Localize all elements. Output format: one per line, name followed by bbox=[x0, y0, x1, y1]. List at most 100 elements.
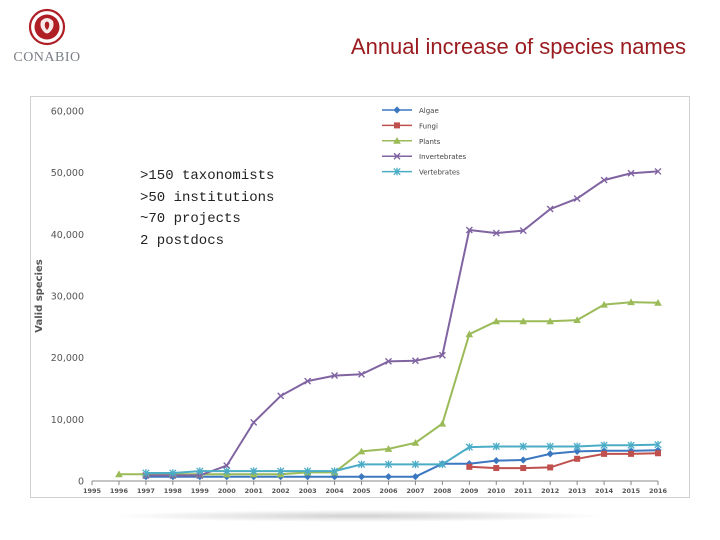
data-point-vertebrates bbox=[169, 469, 177, 477]
data-point-plants bbox=[546, 317, 554, 325]
note-line: 2 postdocs bbox=[140, 232, 225, 249]
legend-label-invertebrates: Invertebrates bbox=[419, 153, 467, 161]
legend-marker-plants bbox=[393, 137, 401, 144]
data-point-fungi bbox=[574, 455, 581, 462]
frame-shadow bbox=[108, 510, 608, 522]
data-point-algae bbox=[492, 457, 500, 465]
x-tick-label: 2010 bbox=[487, 487, 506, 495]
data-point-invertebrates bbox=[573, 195, 581, 203]
data-point-vertebrates bbox=[357, 460, 366, 469]
y-tick-label: 30,000 bbox=[51, 292, 84, 303]
data-point-fungi bbox=[520, 465, 527, 472]
data-point-plants bbox=[492, 317, 501, 325]
x-tick-label: 2007 bbox=[406, 487, 424, 495]
data-point-plants bbox=[573, 316, 581, 324]
slide-title: Annual increase of species names bbox=[350, 34, 686, 59]
data-point-vertebrates bbox=[142, 469, 150, 477]
series-line-invertebrates bbox=[145, 170, 659, 477]
data-point-invertebrates bbox=[519, 227, 527, 235]
data-point-vertebrates bbox=[627, 441, 635, 450]
data-point-algae bbox=[546, 450, 554, 458]
note-line: >50 institutions bbox=[140, 189, 275, 206]
data-point-algae bbox=[573, 447, 581, 455]
data-point-invertebrates bbox=[438, 351, 446, 359]
series-line-vertebrates bbox=[145, 443, 659, 474]
legend-label-algae: Algae bbox=[419, 107, 439, 115]
data-point-invertebrates bbox=[546, 205, 554, 213]
x-tick-label: 2008 bbox=[433, 487, 452, 495]
x-tick-label: 2011 bbox=[514, 487, 533, 495]
data-point-vertebrates bbox=[600, 441, 608, 450]
data-point-vertebrates bbox=[438, 460, 447, 469]
y-tick-label: 10,000 bbox=[51, 415, 84, 426]
data-point-invertebrates bbox=[411, 357, 419, 365]
conabio-logo: CONABIO bbox=[6, 6, 88, 72]
x-tick-label: 2002 bbox=[272, 487, 290, 495]
data-point-fungi bbox=[628, 450, 635, 457]
x-tick-label: 2004 bbox=[326, 487, 345, 495]
data-point-algae bbox=[519, 456, 527, 464]
x-tick-label: 2014 bbox=[595, 487, 614, 495]
x-tick-label: 2003 bbox=[299, 487, 317, 495]
data-point-fungi bbox=[493, 465, 500, 472]
x-tick-label: 2001 bbox=[245, 487, 264, 495]
notes-box: >150 taxonomists >50 institutions ~70 pr… bbox=[140, 166, 274, 252]
x-tick-label: 1996 bbox=[110, 487, 129, 495]
x-tick-label: 2009 bbox=[460, 487, 479, 495]
data-point-vertebrates bbox=[519, 442, 527, 451]
data-point-invertebrates bbox=[277, 392, 285, 400]
legend-label-fungi: Fungi bbox=[419, 122, 438, 130]
data-point-fungi bbox=[466, 463, 473, 470]
data-point-vertebrates bbox=[465, 443, 473, 451]
data-point-plants bbox=[627, 298, 635, 306]
x-tick-label: 2013 bbox=[568, 487, 586, 495]
chart-frame bbox=[30, 96, 690, 498]
note-line: ~70 projects bbox=[140, 211, 241, 227]
legend-marker-invertebrates bbox=[393, 152, 401, 160]
data-point-vertebrates bbox=[330, 467, 339, 475]
data-point-vertebrates bbox=[250, 467, 258, 475]
x-tick-label: 2016 bbox=[649, 487, 668, 495]
data-point-plants bbox=[465, 330, 474, 338]
logo-text: CONABIO bbox=[13, 50, 81, 65]
data-point-algae bbox=[357, 473, 366, 481]
x-tick-label: 2012 bbox=[541, 487, 559, 495]
data-point-fungi bbox=[547, 464, 554, 471]
legend-marker-algae bbox=[393, 106, 401, 114]
data-point-vertebrates bbox=[654, 440, 662, 449]
series-line-algae bbox=[145, 449, 659, 478]
data-point-plants bbox=[115, 470, 123, 478]
data-point-vertebrates bbox=[196, 467, 204, 475]
data-point-vertebrates bbox=[303, 467, 312, 475]
y-tick-label: 50,000 bbox=[51, 168, 84, 179]
legend-label-plants: Plants bbox=[419, 138, 441, 146]
data-point-vertebrates bbox=[411, 460, 420, 469]
data-point-invertebrates bbox=[331, 372, 339, 380]
data-point-plants bbox=[519, 317, 528, 325]
data-point-vertebrates bbox=[223, 467, 231, 475]
y-tick-label: 0 bbox=[78, 477, 84, 488]
x-tick-label: 2015 bbox=[622, 487, 641, 495]
data-point-invertebrates bbox=[465, 226, 473, 234]
data-point-invertebrates bbox=[384, 357, 392, 365]
data-point-plants bbox=[411, 438, 420, 446]
data-point-invertebrates bbox=[223, 462, 231, 470]
y-tick-label: 40,000 bbox=[51, 230, 84, 241]
legend-label-vertebrates: Vertebrates bbox=[419, 169, 460, 177]
data-point-invertebrates bbox=[627, 169, 635, 177]
data-point-invertebrates bbox=[358, 370, 366, 378]
data-point-invertebrates bbox=[654, 167, 662, 175]
data-point-plants bbox=[600, 300, 608, 308]
conabio-emblem-icon bbox=[28, 8, 66, 46]
note-line: >150 taxonomists bbox=[140, 168, 275, 184]
data-point-vertebrates bbox=[277, 467, 285, 475]
data-point-plants bbox=[357, 447, 366, 455]
x-tick-label: 2006 bbox=[379, 487, 398, 495]
data-point-algae bbox=[411, 473, 420, 481]
data-point-plants bbox=[654, 298, 662, 306]
x-tick-label: 2005 bbox=[352, 487, 371, 495]
y-tick-label: 60,000 bbox=[51, 107, 84, 118]
legend-marker-vertebrates bbox=[393, 167, 401, 176]
data-point-algae bbox=[384, 473, 393, 481]
